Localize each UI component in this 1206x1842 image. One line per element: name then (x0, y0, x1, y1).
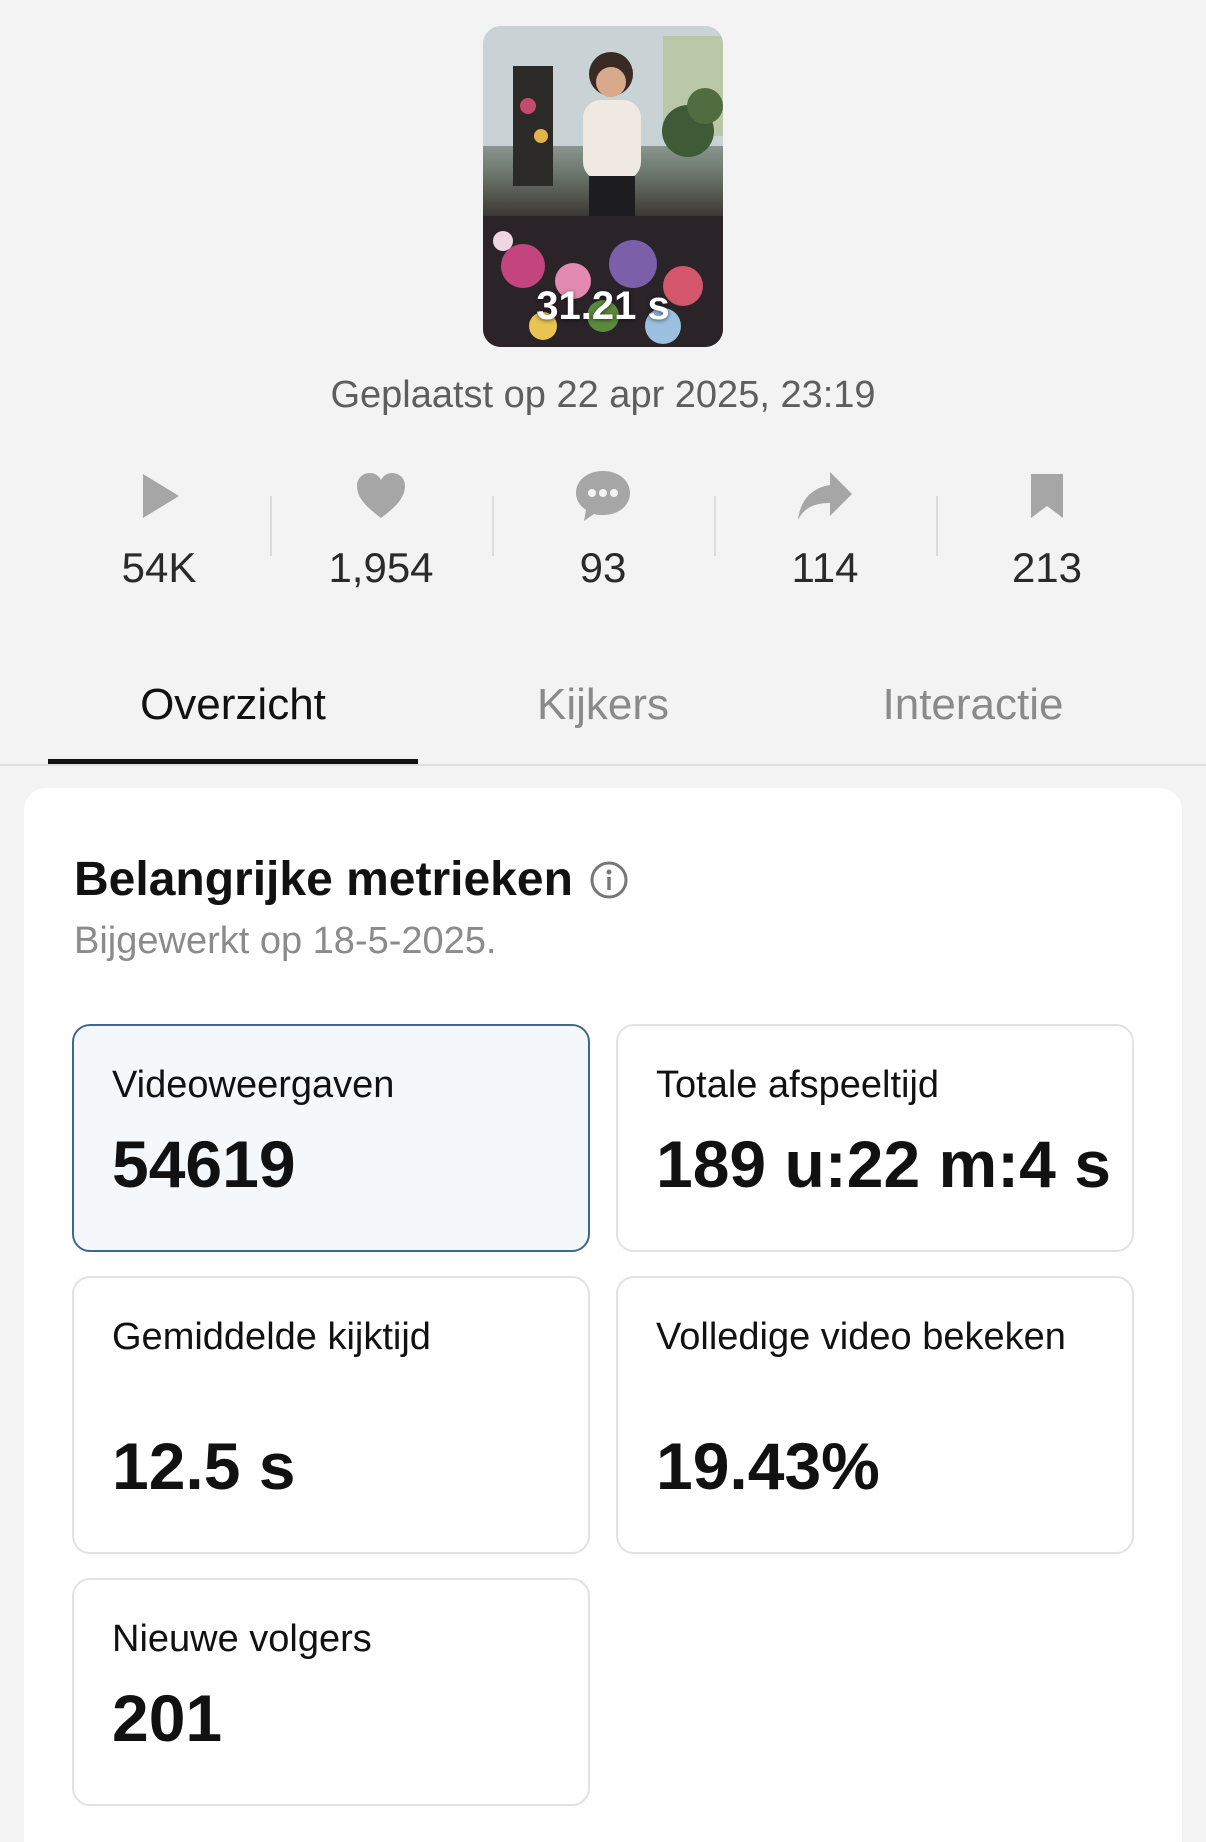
metric-new-followers[interactable]: Nieuwe volgers 201 (72, 1578, 590, 1806)
heart-icon (351, 466, 411, 526)
stat-value: 93 (579, 544, 627, 591)
video-thumbnail[interactable]: 31.21 s (483, 26, 723, 347)
info-icon[interactable] (589, 860, 629, 900)
metric-average-watch-time[interactable]: Gemiddelde kijktijd 12.5 s (72, 1276, 590, 1554)
card-title: Belangrijke metrieken (74, 852, 629, 907)
tabs-divider (0, 764, 1206, 766)
stat-views: 54K (48, 466, 270, 606)
stat-saves: 213 (936, 466, 1158, 606)
metric-value: 54619 (112, 1127, 296, 1201)
comment-icon (573, 466, 633, 526)
tab-kijkers[interactable]: Kijkers (536, 680, 670, 729)
metric-value: 189 u:22 m:4 s (656, 1127, 1111, 1201)
metric-value: 201 (112, 1681, 223, 1755)
tab-interactie[interactable]: Interactie (882, 680, 1064, 729)
metric-video-views[interactable]: Videoweergaven 54619 (72, 1024, 590, 1252)
stat-comments: 93 (492, 466, 714, 606)
metric-label: Gemiddelde kijktijd (112, 1316, 431, 1358)
metric-label: Volledige video bekeken (656, 1316, 1066, 1358)
metric-full-video-watched[interactable]: Volledige video bekeken 19.43% (616, 1276, 1134, 1554)
updated-date: Bijgewerkt op 18-5-2025. (74, 920, 497, 962)
stat-likes: 1,954 (270, 466, 492, 606)
posted-date: Geplaatst op 22 apr 2025, 23:19 (330, 374, 876, 416)
video-duration: 31.21 s (536, 284, 670, 328)
engagement-stats: 54K 1,954 93 114 (48, 466, 1158, 606)
metric-value: 12.5 s (112, 1429, 296, 1503)
analytics-tabs: Overzicht Kijkers Interactie (48, 672, 1158, 764)
metric-label: Totale afspeeltijd (656, 1064, 940, 1106)
bookmark-icon (1017, 466, 1077, 526)
play-icon (129, 466, 189, 526)
metric-label: Nieuwe volgers (112, 1618, 372, 1660)
metric-total-watch-time[interactable]: Totale afspeeltijd 189 u:22 m:4 s (616, 1024, 1134, 1252)
share-icon (795, 466, 855, 526)
tab-overzicht[interactable]: Overzicht (48, 672, 418, 764)
metric-label: Videoweergaven (112, 1064, 395, 1106)
stat-value: 213 (1011, 544, 1083, 591)
card-title-text: Belangrijke metrieken (74, 853, 573, 906)
metric-value: 19.43% (656, 1429, 880, 1503)
stat-shares: 114 (714, 466, 936, 606)
key-metrics-card: Belangrijke metrieken Bijgewerkt op 18-5… (24, 788, 1182, 1842)
stat-value: 114 (791, 544, 859, 591)
stat-value: 54K (121, 544, 197, 591)
thumbnail-image (483, 26, 723, 347)
stat-value: 1,954 (328, 544, 434, 591)
